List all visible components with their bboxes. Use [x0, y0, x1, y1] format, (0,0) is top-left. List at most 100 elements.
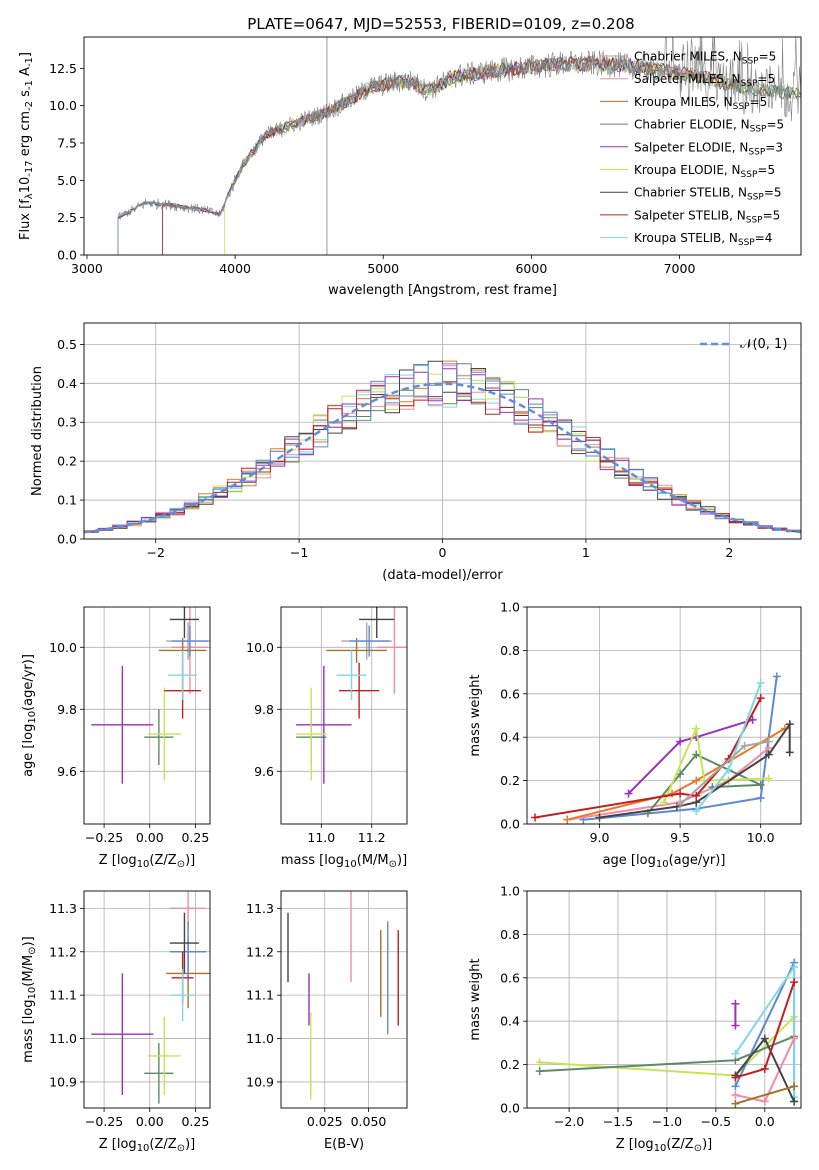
x-tick-label: 11.0: [307, 830, 335, 845]
legend-entry: Chabrier MILES, NSSP=5: [634, 50, 776, 67]
y-tick-label: 0.4: [500, 1014, 520, 1029]
y-tick-label: 0.0: [500, 1101, 520, 1116]
histogram-ylabel: Normed distribution: [30, 366, 45, 496]
Z_weight-lines: [535, 958, 799, 1108]
age_weight-ylabel: mass weight: [468, 674, 483, 756]
y-tick-label: 11.2: [246, 944, 274, 959]
x-tick-label: −2: [146, 545, 164, 560]
y-tick-label: 0.5: [57, 337, 77, 352]
x-tick-label: 6000: [515, 261, 547, 276]
weight-line-6: [599, 720, 791, 819]
x-tick-label: 0.00: [136, 1114, 164, 1129]
histogram-9: [84, 363, 801, 534]
legend-entry: Chabrier STELIB, NSSP=5: [634, 186, 782, 203]
x-tick-label: 3000: [71, 261, 103, 276]
Z_weight-axes: −2.0 −1.5 −1.0 −0.5 0.0 0.0 0.2 0.4 0.6 0.8 1.0: [500, 884, 801, 1129]
legend-entry: Kroupa ELODIE, NSSP=5: [634, 163, 775, 180]
x-tick-label: 4000: [219, 261, 251, 276]
Z_mass-ylabel: mass [log10(M/M⊙)]: [21, 936, 38, 1062]
age_weight-xlabel: age [log10(age/yr)]: [603, 853, 726, 870]
y-tick-label: 0.6: [500, 686, 520, 701]
ebv_mass-xlabel: E(B-V): [324, 1137, 364, 1152]
model-spectrum-5: [224, 56, 800, 255]
x-tick-label: 1: [582, 545, 590, 560]
x-tick-label: 0: [439, 545, 447, 560]
x-tick-label: −2.0: [554, 1114, 584, 1129]
model-spectra: [117, 37, 801, 255]
y-tick-label: 0.6: [500, 970, 520, 985]
spectrum-ylabel: Flux [fλ10-17 erg cm-2 s-1 A-1]: [18, 52, 35, 240]
y-tick-label: 11.3: [49, 901, 77, 916]
y-tick-label: 0.8: [500, 643, 520, 658]
legend-entry: Chabrier ELODIE, NSSP=5: [634, 118, 784, 135]
Z_age-axes: −0.25 0.00 0.25 9.6 9.8 10.0: [49, 607, 210, 845]
x-tick-label: −0.5: [701, 1114, 731, 1129]
y-tick-label: 0.2: [500, 1057, 520, 1072]
y-tick-label: 10.9: [246, 1074, 274, 1089]
y-tick-label: 0.4: [57, 376, 77, 391]
x-tick-label: 0.0: [755, 1114, 775, 1129]
Z_mass-xlabel: Z [log10(Z/Z⊙)]: [99, 1137, 195, 1154]
y-tick-label: 0.0: [57, 248, 77, 263]
mass_age-xlabel: mass [log10(M/M⊙)]: [281, 853, 407, 870]
x-tick-label: 9.0: [590, 830, 610, 845]
figure-title: PLATE=0647, MJD=52553, FIBERID=0109, z=0…: [247, 15, 634, 33]
weight-line-5: [663, 724, 769, 803]
weight-line-8: [735, 1085, 795, 1105]
Z_age-xlabel: Z [log10(Z/Z⊙)]: [99, 853, 195, 870]
y-tick-label: 11.1: [49, 988, 77, 1003]
x-tick-label: 10.0: [747, 830, 775, 845]
Z_age-errorbars: [91, 607, 210, 784]
x-tick-label: 0.00: [136, 830, 164, 845]
spectrum-axes: 3000 4000 5000 6000 7000 0.0 2.5 5.0 7.5 10.0 12.5: [49, 61, 695, 276]
y-tick-label: 10.0: [49, 640, 77, 655]
y-tick-label: 9.6: [254, 764, 274, 779]
data-spectrum: [117, 37, 801, 255]
normal-curve: [84, 382, 801, 534]
axes-frame: [83, 322, 802, 540]
y-tick-label: 0.8: [500, 927, 520, 942]
mass_age-axes: 11.0 11.2 9.6 9.8 10.0: [246, 607, 407, 845]
Z_weight-xlabel: Z [log10(Z/Z⊙)]: [616, 1137, 712, 1154]
axes-frame: [526, 606, 802, 825]
axes-frame: [526, 890, 802, 1109]
y-tick-label: 12.5: [49, 61, 77, 76]
y-tick-label: 11.0: [246, 1031, 274, 1046]
spectrum-legend: Chabrier MILES, NSSP=5 Salpeter MILES, NS…: [600, 50, 784, 248]
ebv_mass-axes: 0.025 0.050 10.9 11.0 11.1 11.2 11.3: [246, 891, 407, 1129]
x-tick-label: −1.5: [603, 1114, 633, 1129]
y-tick-label: 11.2: [49, 944, 77, 959]
y-tick-label: 0.1: [57, 493, 77, 508]
x-tick-label: 5000: [367, 261, 399, 276]
y-tick-label: 10.0: [49, 98, 77, 113]
axes-frame: [83, 890, 211, 1109]
y-tick-label: 10.0: [246, 640, 274, 655]
axes-frame: [83, 36, 802, 256]
Z_weight-ylabel: mass weight: [468, 958, 483, 1040]
mass_age-errorbars: [296, 607, 407, 784]
y-tick-label: 0.3: [57, 415, 77, 430]
y-tick-label: 11.1: [246, 988, 274, 1003]
x-tick-label: 0.25: [181, 1114, 209, 1129]
y-tick-label: 1.0: [500, 600, 520, 615]
weight-line-7: [534, 697, 762, 819]
Z_mass-axes: −0.25 0.00 0.25 10.9 11.0 11.1 11.2 11.3: [49, 891, 210, 1129]
x-tick-label: 0.25: [181, 830, 209, 845]
histogram-legend: 𝒩(0, 1): [740, 337, 787, 352]
y-tick-label: 0.4: [500, 730, 520, 745]
x-tick-label: −0.25: [85, 1114, 123, 1129]
age_weight-lines: [531, 672, 794, 824]
axes-frame: [83, 606, 211, 825]
histogram-xlabel: (data-model)/error: [382, 568, 503, 583]
y-tick-label: 10.9: [49, 1074, 77, 1089]
x-tick-label: 2: [725, 545, 733, 560]
y-tick-label: 2.5: [57, 210, 77, 225]
y-tick-label: 9.8: [254, 702, 274, 717]
legend-entry: Salpeter MILES, NSSP=5: [634, 72, 775, 89]
y-tick-label: 11.0: [49, 1031, 77, 1046]
y-tick-label: 7.5: [57, 136, 77, 151]
x-tick-label: 9.5: [670, 830, 690, 845]
y-tick-label: 9.6: [57, 764, 77, 779]
y-tick-label: 0.2: [57, 454, 77, 469]
